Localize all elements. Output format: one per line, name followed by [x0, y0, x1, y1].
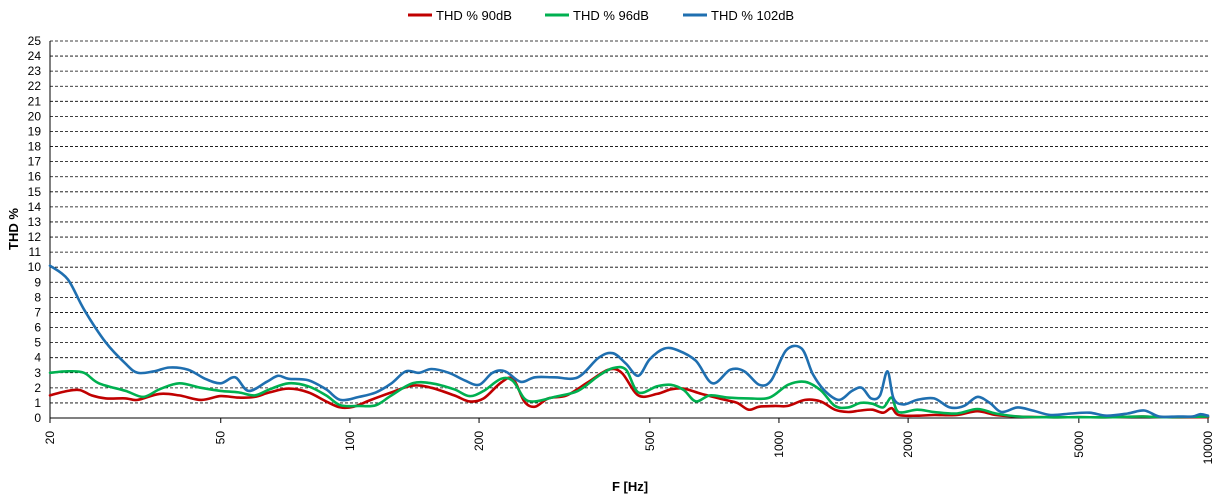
y-tick-label: 20	[28, 109, 42, 123]
y-tick-label: 4	[34, 351, 41, 365]
chart-gridlines	[50, 40, 1208, 404]
y-tick-label: 3	[34, 366, 41, 380]
x-tick-label: 500	[643, 431, 657, 451]
x-axis-title: F [Hz]	[612, 479, 648, 494]
y-axis-title: THD %	[6, 208, 21, 250]
y-tick-label: 16	[28, 170, 42, 184]
y-tick-label: 24	[28, 49, 42, 63]
y-tick-label: 14	[28, 200, 42, 214]
y-tick-label: 10	[28, 260, 42, 274]
chart-series	[48, 264, 1210, 419]
legend-label: THD % 102dB	[711, 8, 794, 23]
y-tick-label: 6	[34, 321, 41, 335]
x-tick-label: 5000	[1072, 431, 1086, 458]
y-tick-label: 15	[28, 185, 42, 199]
y-tick-label: 19	[28, 124, 42, 138]
y-tick-label: 7	[34, 305, 41, 319]
y-tick-label: 8	[34, 290, 41, 304]
x-tick-label: 50	[214, 431, 228, 445]
x-tick-label: 20	[43, 431, 57, 445]
y-tick-label: 1	[34, 396, 41, 410]
x-tick-label: 2000	[901, 431, 915, 458]
y-tick-label: 25	[28, 34, 42, 48]
y-tick-label: 9	[34, 275, 41, 289]
chart-axes	[49, 41, 1208, 419]
series-line-3	[48, 264, 1210, 419]
x-axis-ticks: 20 50 100 200 500 1000 2000 5000 10000	[43, 418, 1215, 464]
y-tick-label: 2	[34, 381, 41, 395]
chart-legend: THD % 90dB THD % 96dB THD % 102dB	[408, 8, 794, 23]
legend-label: THD % 90dB	[436, 8, 512, 23]
x-tick-label: 1000	[772, 431, 786, 458]
y-tick-label: 23	[28, 64, 42, 78]
y-tick-label: 18	[28, 140, 42, 154]
y-axis-ticks: 0123456789101112131415161718192021222324…	[28, 34, 42, 425]
legend-label: THD % 96dB	[573, 8, 649, 23]
y-tick-label: 21	[28, 94, 42, 108]
x-tick-label: 10000	[1201, 431, 1215, 465]
y-tick-label: 5	[34, 336, 41, 350]
y-tick-label: 17	[28, 155, 42, 169]
y-tick-label: 11	[29, 245, 42, 259]
y-tick-label: 13	[28, 215, 42, 229]
series-line-2	[48, 365, 1210, 419]
x-tick-label: 200	[472, 431, 486, 451]
y-tick-label: 0	[34, 411, 41, 425]
x-tick-label: 100	[343, 431, 357, 451]
y-tick-label: 12	[28, 230, 42, 244]
y-tick-label: 22	[28, 79, 42, 93]
